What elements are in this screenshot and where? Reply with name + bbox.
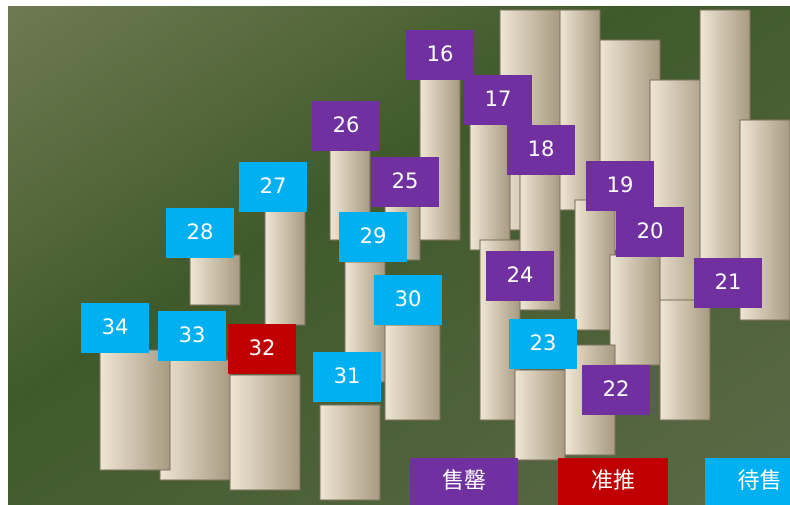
building-number: 29 <box>360 224 387 248</box>
building-tag <box>158 311 226 361</box>
legend-swatch <box>410 458 518 505</box>
building-tag <box>694 258 762 308</box>
legend-label: 售罄 <box>442 469 486 494</box>
building-tag <box>339 212 407 262</box>
building-number: 22 <box>603 377 630 401</box>
building-tag <box>239 162 307 212</box>
building-tag <box>81 303 149 353</box>
building-number: 26 <box>333 113 360 137</box>
building-number: 21 <box>715 270 742 294</box>
building-number: 24 <box>507 263 534 287</box>
building-tag <box>371 157 439 207</box>
building-number: 31 <box>334 364 361 388</box>
building-tag <box>228 324 296 374</box>
legend-label: 准推 <box>591 469 635 494</box>
building-tag <box>507 125 575 175</box>
building-number: 16 <box>427 42 454 66</box>
building-tag <box>406 30 474 80</box>
building-number: 28 <box>187 220 214 244</box>
building-number: 34 <box>102 315 129 339</box>
building-tag <box>166 208 234 258</box>
building-number: 27 <box>260 174 287 198</box>
legend-label: 待售 <box>737 469 781 494</box>
building-number: 17 <box>485 87 512 111</box>
building-tag <box>313 352 381 402</box>
building-number: 20 <box>637 219 664 243</box>
building-number: 23 <box>530 331 557 355</box>
legend-swatch <box>558 458 668 505</box>
building-tag <box>586 161 654 211</box>
building-number: 18 <box>528 137 555 161</box>
building-tag <box>509 319 577 369</box>
building-tag <box>582 365 650 415</box>
building-number: 25 <box>392 169 419 193</box>
building-number: 32 <box>249 336 276 360</box>
building-tag <box>464 75 532 125</box>
building-tag <box>312 101 380 151</box>
building-tag <box>486 251 554 301</box>
building-number: 33 <box>179 323 206 347</box>
building-number: 19 <box>607 173 634 197</box>
legend-swatch <box>705 458 790 505</box>
building-tag <box>616 207 684 257</box>
building-tag <box>374 275 442 325</box>
building-number: 30 <box>395 287 422 311</box>
